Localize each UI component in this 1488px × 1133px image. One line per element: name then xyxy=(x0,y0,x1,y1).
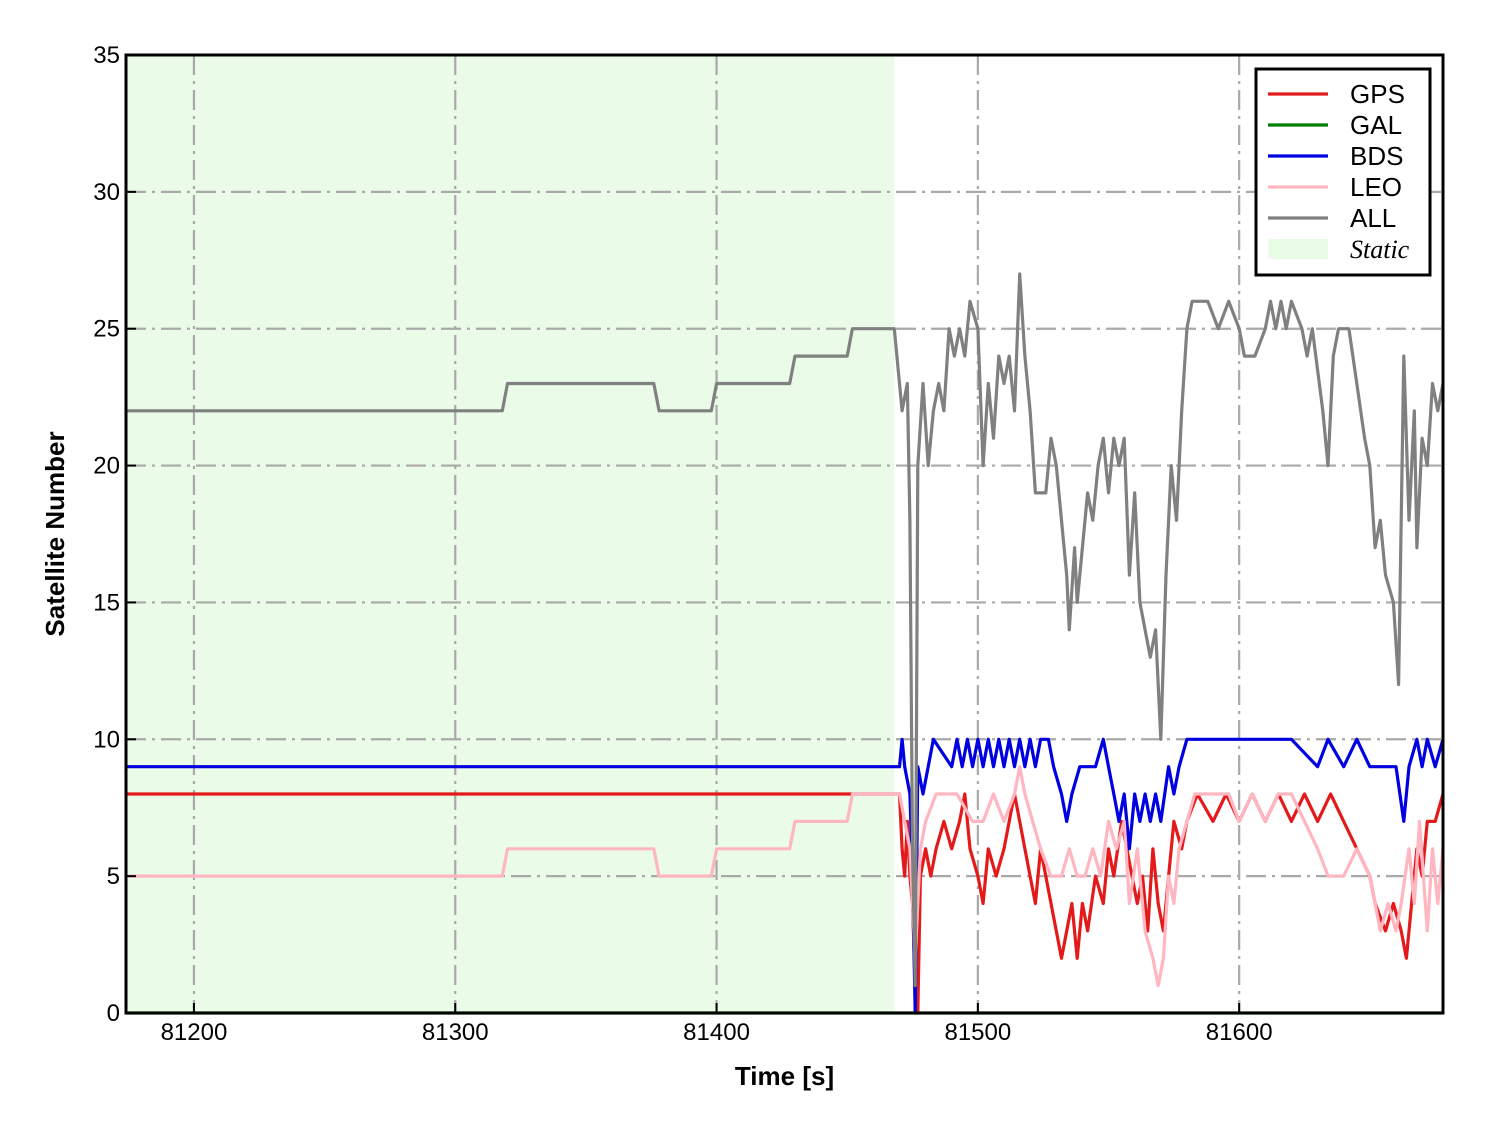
x-tick-label: 81500 xyxy=(944,1019,1011,1046)
y-tick-label: 15 xyxy=(93,589,120,616)
y-tick-label: 10 xyxy=(93,726,120,753)
y-tick-label: 30 xyxy=(93,179,120,206)
series-line-leo xyxy=(126,765,1445,988)
x-tick-label: 81300 xyxy=(422,1019,489,1046)
x-axis-title: Time [s] xyxy=(735,1061,834,1091)
legend-label-gal: GAL xyxy=(1350,110,1402,140)
legend-swatch-static xyxy=(1268,239,1328,259)
legend-label-all: ALL xyxy=(1350,203,1396,233)
series-line-all xyxy=(126,272,1445,988)
series-line-bds xyxy=(126,737,1445,1015)
y-tick-label: 5 xyxy=(107,863,120,890)
legend-label-static: Static xyxy=(1350,235,1410,264)
x-tick-label: 81400 xyxy=(683,1019,750,1046)
plot-frame xyxy=(124,53,1445,1015)
y-tick-label: 20 xyxy=(93,453,120,480)
legend-label-leo: LEO xyxy=(1350,172,1402,202)
static-shaded-region xyxy=(126,55,895,1013)
y-tick-label: 0 xyxy=(107,1000,120,1027)
x-tick-label: 81600 xyxy=(1206,1019,1273,1046)
y-tick-label: 35 xyxy=(93,42,120,69)
y-axis-title: Satellite Number xyxy=(40,431,70,636)
series-line-gps xyxy=(126,792,1445,1015)
legend-label-gps: GPS xyxy=(1350,79,1405,109)
legend-label-bds: BDS xyxy=(1350,141,1403,171)
x-tick-label: 81200 xyxy=(161,1019,228,1046)
y-tick-label: 25 xyxy=(93,316,120,343)
axis-ticks: 81200 81300 81400 81500 81600 0 5 10 15 20 25 30 35 xyxy=(93,42,1272,1046)
